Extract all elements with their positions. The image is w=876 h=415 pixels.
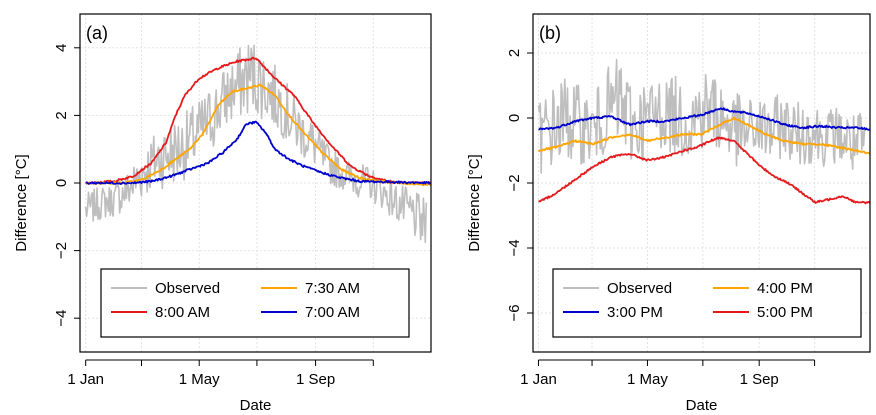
y-tick-label: −6 [506,304,523,321]
legend-box [552,268,862,338]
series-line-7-00-am [85,120,431,185]
legend-entry-label: Observed [607,280,672,297]
series-line-4-00-pm [537,116,870,155]
panel-b: −6 −4 −2 0 2 1 Jan 1 May 1 Sep Date Difference [°… [466,13,871,414]
y-tick-label: −2 [506,174,523,191]
x-tick-label: 1 Jan [67,371,104,388]
legend: Observed 7:30 AM 8:00 AM 7:00 AM [100,268,410,338]
legend-entry-label: 7:30 AM [305,280,360,297]
y-axis-label: Difference [°C] [466,154,483,251]
series-line-observed [84,44,428,243]
y-tick-label: −4 [53,310,70,327]
x-tick-label: 1 May [627,371,668,388]
legend-entry-label: 7:00 AM [305,304,360,321]
legend-box [100,268,410,338]
panel-a: −4 −2 0 2 4 1 Jan 1 May 1 Sep Date Difference [°C… [13,13,432,414]
y-tick-label: 2 [53,111,70,119]
series-line-8-00-am [85,56,431,185]
panel-label: (a) [86,23,108,43]
series-line-observed [537,58,867,174]
series-line-7-30-am [85,83,431,187]
legend-entry-label: 4:00 PM [757,280,813,297]
legend-entry-label: 5:00 PM [757,304,813,321]
series-line-5-00-pm [538,136,870,205]
legend-entry-label: 8:00 AM [155,304,210,321]
y-axis-label: Difference [°C] [13,154,30,251]
y-tick-label: −4 [506,239,523,256]
y-tick-label: 4 [53,44,70,52]
y-tick-label: 2 [506,49,523,57]
x-tick-label: 1 May [179,371,220,388]
legend-entry-label: 3:00 PM [607,304,663,321]
y-tick-label: −2 [53,242,70,259]
x-tick-label: 1 Sep [296,371,335,388]
y-tick-label: 0 [53,179,70,187]
x-axis-label: Date [686,397,718,414]
panel-label: (b) [539,23,561,43]
x-tick-label: 1 Jan [520,371,557,388]
x-axis-label: Date [240,397,272,414]
legend: Observed 4:00 PM 3:00 PM 5:00 PM [552,268,862,338]
y-tick-label: 0 [506,114,523,122]
legend-entry-label: Observed [155,280,220,297]
series-line-3-00-pm [538,107,870,131]
x-tick-label: 1 Sep [740,371,779,388]
